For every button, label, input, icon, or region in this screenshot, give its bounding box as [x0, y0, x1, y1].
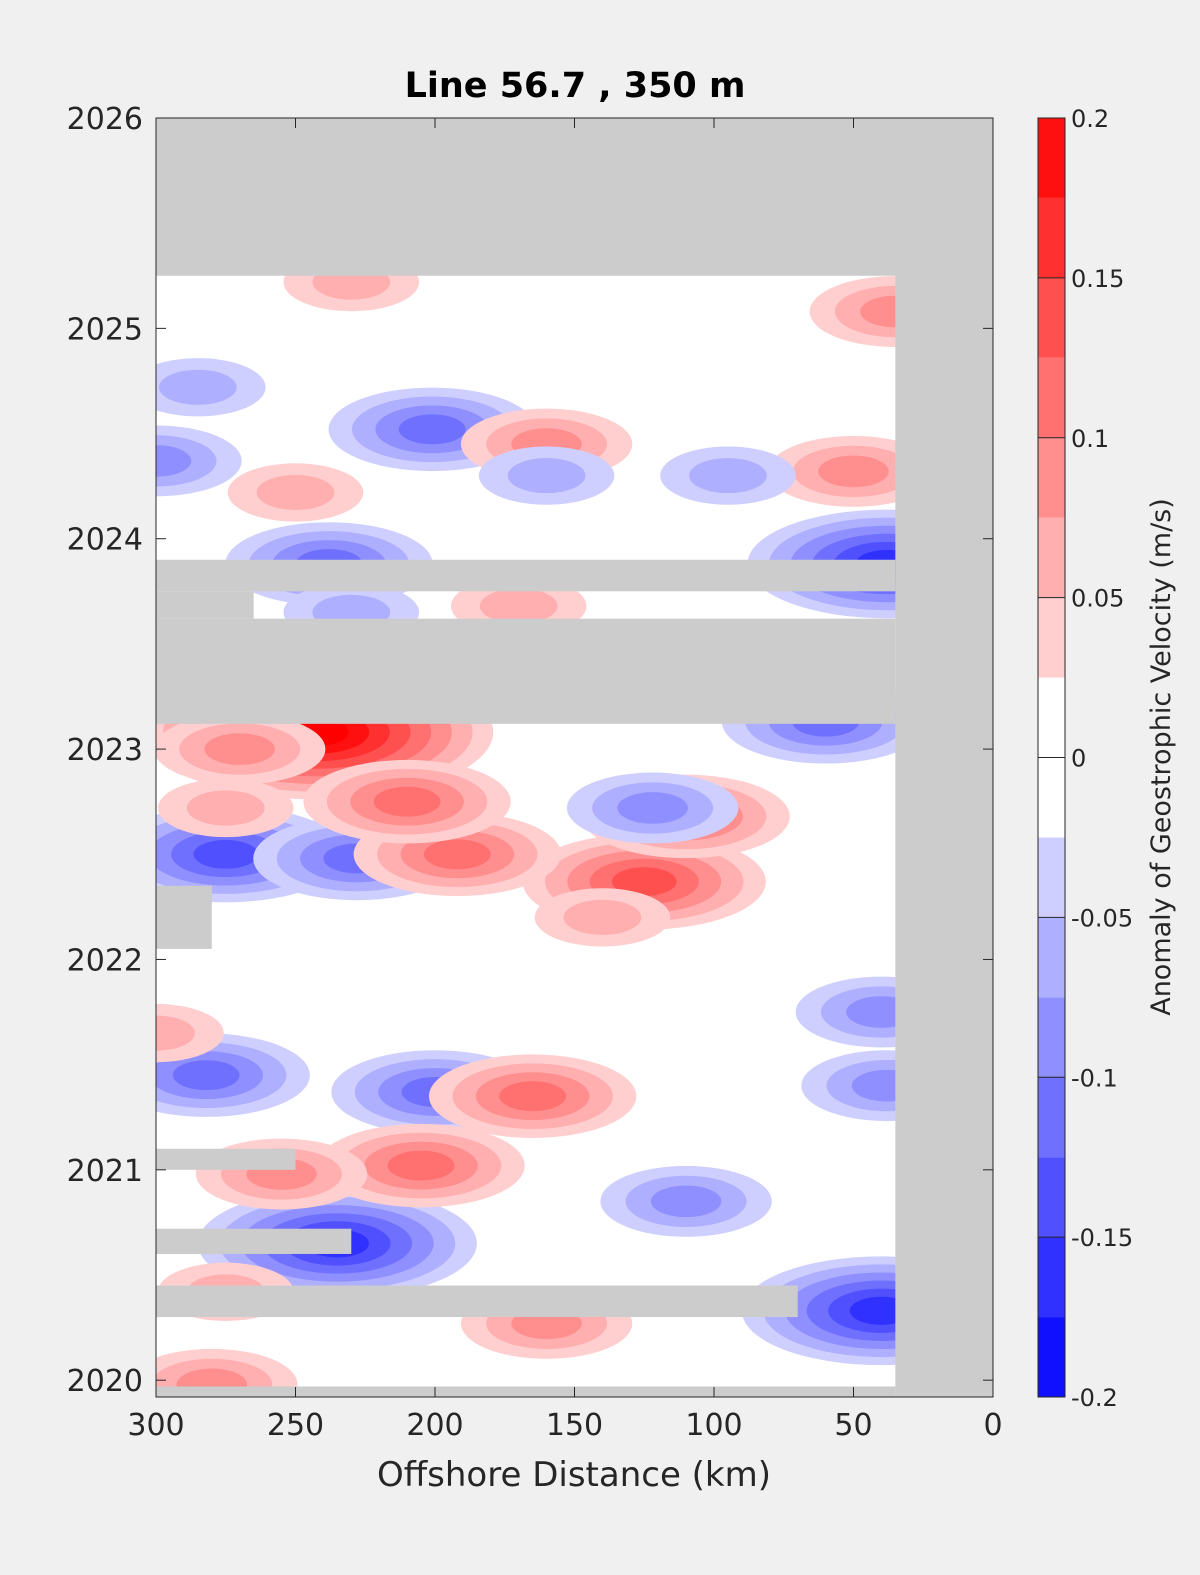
anomaly-feature	[600, 1165, 772, 1237]
y-tick-label: 2021	[67, 1154, 143, 1189]
x-tick-label: 300	[127, 1408, 184, 1443]
colorbar-segment	[1038, 1317, 1065, 1397]
anomaly-feature	[156, 425, 242, 497]
colorbar-segment	[1038, 437, 1065, 518]
no-data-region	[156, 118, 993, 276]
contour-level	[387, 1150, 455, 1181]
y-tick-label: 2026	[67, 102, 143, 137]
contour-level	[193, 839, 259, 869]
contour-level	[156, 1015, 195, 1051]
contour-level	[611, 867, 677, 897]
contour-level	[156, 445, 192, 477]
x-axis-ticks: 300 250 200 150 100 50 0	[127, 118, 1003, 1443]
colorbar-tick-label: -0.15	[1071, 1224, 1133, 1252]
colorbar-tick-label: -0.05	[1071, 904, 1133, 932]
no-data-region	[156, 885, 212, 949]
colorbar-segment	[1038, 277, 1065, 358]
no-data-mask	[156, 118, 993, 1397]
contour-level	[563, 899, 642, 935]
y-tick-label: 2020	[67, 1364, 143, 1399]
contour-level	[507, 458, 586, 494]
anomaly-feature	[303, 759, 511, 844]
colorbar-tick-label: 0.05	[1071, 585, 1124, 613]
colorbar-label: Anomaly of Geostrophic Velocity (m/s)	[1146, 498, 1177, 1016]
no-data-region	[156, 591, 254, 619]
anomaly-feature	[478, 446, 615, 505]
contour-level	[158, 369, 237, 405]
contour-level	[256, 474, 335, 511]
anomaly-feature	[660, 446, 796, 505]
x-tick-label: 250	[267, 1408, 324, 1443]
colorbar-segment	[1038, 357, 1065, 438]
anomaly-feature	[157, 778, 294, 838]
x-tick-label: 100	[685, 1408, 742, 1443]
contour-level	[204, 733, 275, 765]
colorbar-ticks: 0.2 0.15 0.1 0.05 0 -0.05 -0.1 -0.15 -0.2	[1038, 105, 1133, 1412]
colorbar-segment	[1038, 597, 1065, 678]
chart-title: Line 56.7 , 350 m	[405, 66, 746, 106]
y-tick-label: 2025	[67, 312, 143, 347]
x-tick-label: 150	[546, 1408, 603, 1443]
x-axis-label: Offshore Distance (km)	[377, 1455, 771, 1495]
colorbar-tick-label: 0.2	[1071, 105, 1109, 133]
no-data-region	[156, 1386, 896, 1397]
anomaly-feature	[317, 1123, 525, 1208]
anomaly-feature	[156, 358, 266, 417]
no-data-region	[156, 1228, 352, 1254]
anomaly-feature	[566, 772, 739, 844]
y-tick-label: 2023	[67, 733, 143, 768]
colorbar-segment	[1038, 197, 1065, 278]
anomaly-feature	[156, 713, 326, 785]
colorbar-segment	[1038, 1157, 1065, 1238]
contour-level	[818, 455, 889, 488]
no-data-region	[895, 118, 993, 1397]
colorbar-tick-label: -0.2	[1071, 1384, 1118, 1412]
plot-area	[156, 118, 993, 1397]
colorbar-tick-label: 0.15	[1071, 265, 1124, 293]
contour-level	[373, 786, 441, 817]
contour-level	[479, 588, 558, 624]
x-tick-label: 200	[406, 1408, 463, 1443]
no-data-region	[156, 1285, 798, 1318]
colorbar-segment	[1038, 997, 1065, 1078]
y-axis-ticks: 2020 2021 2022 2023 2024 2025 2026	[67, 102, 993, 1399]
colorbar-segment	[1038, 837, 1065, 918]
colorbar-tick-label: -0.1	[1071, 1064, 1118, 1092]
contour-level	[186, 790, 265, 826]
contour-level	[617, 792, 688, 824]
no-data-region	[156, 559, 896, 592]
no-data-region	[156, 618, 896, 724]
colorbar-segment	[1038, 917, 1065, 998]
no-data-region	[156, 1148, 296, 1170]
colorbar-tick-label: 0	[1071, 745, 1086, 773]
y-tick-label: 2024	[67, 523, 143, 558]
colorbar-tick-label: 0.1	[1071, 425, 1109, 453]
contour-level	[398, 414, 466, 445]
anomaly-feature	[428, 1054, 637, 1138]
contour-level	[423, 839, 491, 870]
anomaly-feature	[227, 463, 364, 522]
contour-level	[650, 1185, 722, 1218]
y-tick-label: 2022	[67, 943, 143, 978]
colorbar-segment	[1038, 118, 1065, 198]
colorbar-segment	[1038, 1237, 1065, 1318]
contour-level	[689, 458, 767, 494]
x-tick-label: 0	[983, 1408, 1002, 1443]
colorbar-segment	[1038, 1077, 1065, 1158]
colorbar-segment	[1038, 517, 1065, 598]
anomaly-feature	[534, 888, 671, 947]
contour-level	[499, 1081, 567, 1112]
contour-level	[172, 1060, 240, 1091]
x-tick-label: 50	[834, 1408, 872, 1443]
anomaly-feature	[156, 1003, 224, 1063]
